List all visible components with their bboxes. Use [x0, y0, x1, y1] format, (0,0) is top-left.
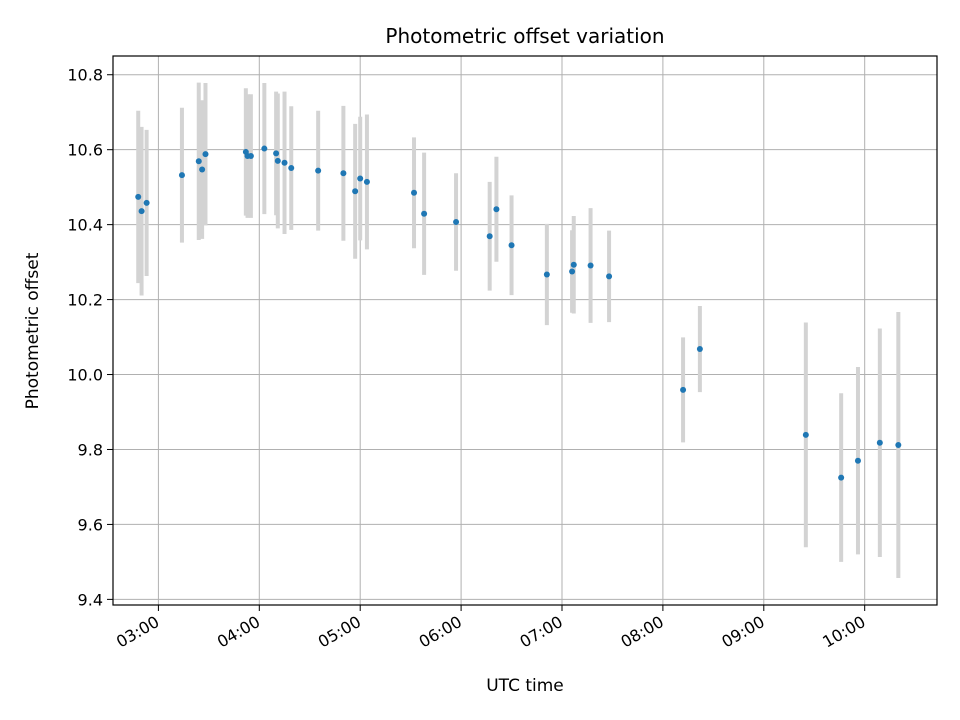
- data-point: [411, 189, 418, 196]
- data-point: [838, 474, 845, 481]
- data-point: [486, 233, 493, 240]
- data-point: [453, 219, 460, 226]
- data-point: [138, 208, 145, 215]
- y-axis-label: Photometric offset: [23, 252, 43, 409]
- data-point: [281, 159, 288, 166]
- data-point: [895, 441, 902, 448]
- data-point: [570, 261, 577, 268]
- y-tick-label: 9.6: [78, 515, 103, 534]
- data-point: [569, 268, 576, 275]
- data-point: [493, 206, 500, 213]
- data-point: [587, 262, 594, 269]
- data-point: [315, 167, 322, 174]
- x-axis-label: UTC time: [486, 676, 564, 696]
- y-tick-label: 10.8: [67, 66, 103, 85]
- data-point: [696, 346, 703, 353]
- data-point: [273, 150, 280, 157]
- grid: [113, 56, 937, 605]
- data-point: [135, 193, 142, 200]
- data-point: [606, 273, 613, 280]
- data-point: [143, 199, 150, 206]
- data-point: [288, 165, 295, 172]
- data-point: [247, 153, 254, 160]
- plot-frame: [112, 55, 938, 606]
- y-axis-ticks: 9.4 9.6 9.8 10.0 10.2 10.4 10.6 10.8: [67, 66, 113, 609]
- data-point: [421, 210, 428, 217]
- y-tick-label: 9.8: [78, 440, 103, 459]
- data-point: [357, 175, 364, 182]
- data-point: [680, 386, 687, 393]
- data-point: [543, 271, 550, 278]
- data-point: [508, 242, 515, 249]
- y-tick-label: 9.4: [78, 590, 103, 609]
- data-points: [135, 145, 902, 481]
- y-tick-label: 10.4: [67, 216, 103, 235]
- data-point: [876, 439, 883, 446]
- data-point: [854, 457, 861, 464]
- chart-title: Photometric offset variation: [385, 24, 664, 48]
- y-tick-label: 10.0: [67, 366, 103, 385]
- data-point: [199, 166, 206, 173]
- data-point: [363, 178, 370, 185]
- y-tick-label: 10.2: [67, 291, 103, 310]
- y-tick-label: 10.6: [67, 141, 103, 160]
- data-point: [261, 145, 268, 152]
- data-point: [802, 431, 809, 438]
- data-point: [340, 170, 347, 177]
- data-point: [202, 151, 209, 158]
- data-point: [178, 172, 185, 179]
- data-point: [274, 157, 281, 164]
- data-point: [195, 158, 202, 165]
- data-point: [352, 188, 359, 195]
